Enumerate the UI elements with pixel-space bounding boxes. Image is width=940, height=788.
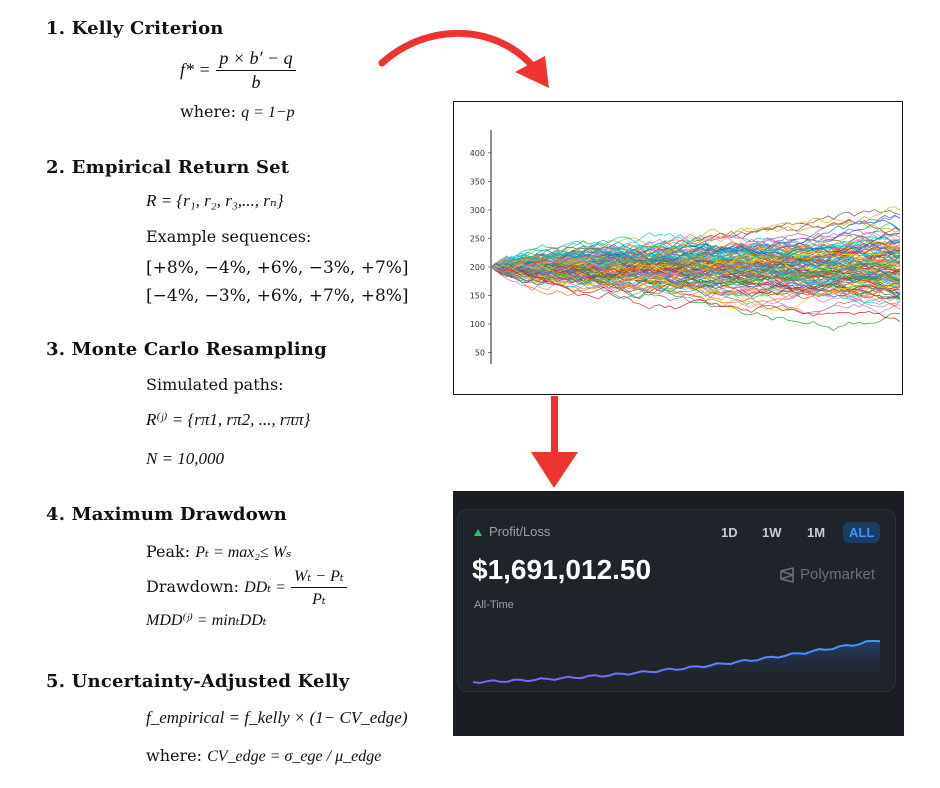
kelly-denominator: b [251,72,261,92]
simulated-path [490,266,901,300]
mdd-expr: MDD⁽ʲ⁾ = minₜDDₜ [146,612,267,629]
y-tick-label: 400 [470,149,485,158]
pnl-chart [472,639,881,690]
pnl-card: Profit/Loss 1D 1W 1M ALL $1,691,012.50 P… [457,509,896,692]
cv-expr: CV_edge = σ_ege / μ_edge [207,748,382,765]
drawdown-numerator: Wₜ − Pₜ [291,566,347,588]
polymarket-logo-icon [780,567,794,583]
simulated-path [490,266,901,300]
y-tick-label: 50 [475,349,485,358]
up-triangle-icon [474,529,482,536]
simulated-path [490,260,901,303]
kelly-where-expr: q = 1−p [241,104,295,121]
pnl-value: $1,691,012.50 [472,554,652,585]
simulated-path [490,222,901,268]
drawdown-line: Drawdown: DDₜ = Wₜ − Pₜ Pₜ [146,566,347,609]
simulation-plot-frame: 400 350 300 250 200 150 100 50 [453,101,903,395]
simulated-path [490,263,901,315]
simulated-path [490,266,901,300]
kelly-formula: f* = p × b′ − q b [180,48,296,93]
simulation-plot: 400 350 300 250 200 150 100 50 [470,130,901,364]
kelly-where: where: q = 1−p [180,102,295,122]
example-seq-2: [−4%, −3%, +6%, +7%, +8%] [146,286,409,306]
simulated-path [490,242,901,271]
simulated-path [491,265,901,312]
y-tick-label: 100 [470,320,485,329]
peak-expr: Pₜ = max₂≤ Wₛ [195,544,292,561]
simulated-path [490,261,901,288]
curved-arrow-shaft [378,30,540,74]
peak-label: Peak: [146,542,191,561]
pnl-line [472,639,881,685]
simulated-path [490,266,901,294]
f-empirical-expr: f_empirical = f_kelly × (1− CV_edge) [146,708,408,727]
down-arrow-shaft [551,396,558,456]
section-title-montecarlo: 3. Monte Carlo Resampling [46,339,327,360]
simulated-path [490,266,901,332]
return-set-expr: R = {r₁, r₂, r₃,..., rₙ} [146,191,284,210]
simulated-path [490,264,901,289]
curved-arrow-head [515,56,549,88]
simulated-path [490,206,901,272]
y-tick-label: 300 [470,206,485,215]
paths-label: Simulated paths: [146,375,284,394]
simulated-path [490,266,901,310]
brand-name: Polymarket [800,566,876,583]
section-title-drawdown: 4. Maximum Drawdown [46,504,287,525]
kelly-numerator: p × b′ − q [216,48,296,71]
n-expr: N = 10,000 [146,449,225,468]
drawdown-label: Drawdown: [146,577,239,596]
pnl-label: Profit/Loss [489,524,551,539]
y-tick-label: 150 [470,292,485,301]
simulated-path [490,236,901,268]
cv-where-label: where: [146,746,202,765]
kelly-lhs: f* = [180,59,211,80]
period-label: All-Time [474,599,514,611]
drawdown-lhs: DDₜ = [244,579,286,596]
section-title-kelly: 1. Kelly Criterion [46,18,224,39]
kelly-fraction: p × b′ − q b [216,48,296,93]
cv-line: where: CV_edge = σ_ege / μ_edge [146,746,381,766]
simulated-path [490,266,901,323]
path-expr: R⁽ʲ⁾ = {rπ1, rπ2, ..., rππ} [146,410,311,429]
y-tick-label: 250 [470,234,485,243]
down-arrow-head [531,452,578,488]
timeframe-1w[interactable]: 1W [762,525,782,540]
example-seq-1: [+8%, −4%, +6%, −3%, +7%] [146,258,409,278]
simulated-path [490,254,901,277]
kelly-where-label: where: [180,102,236,121]
simulated-path [490,245,901,292]
timeframe-1d[interactable]: 1D [721,525,738,540]
timeframe-1m[interactable]: 1M [807,525,826,540]
section-title-empirical: 2. Empirical Return Set [46,157,290,178]
y-tick-label: 200 [470,263,485,272]
simulated-path [490,220,901,283]
simulated-path [490,244,901,268]
simulated-path [490,266,900,315]
simulated-path [490,243,901,276]
simulated-path [490,218,901,268]
peak-line: Peak: Pₜ = max₂≤ Wₛ [146,542,291,562]
timeframe-all[interactable]: ALL [843,522,881,543]
y-tick-label: 350 [470,177,485,186]
pnl-area [473,640,880,690]
simulated-path [490,235,901,268]
drawdown-fraction: Wₜ − Pₜ Pₜ [291,566,347,609]
simulated-path [490,249,901,272]
simulated-path [490,259,901,285]
pnl-screenshot: Profit/Loss 1D 1W 1M ALL $1,691,012.50 P… [453,491,904,736]
section-title-adjusted: 5. Uncertainty-Adjusted Kelly [46,671,350,692]
example-label: Example sequences: [146,227,312,246]
drawdown-denominator: Pₜ [312,591,326,608]
